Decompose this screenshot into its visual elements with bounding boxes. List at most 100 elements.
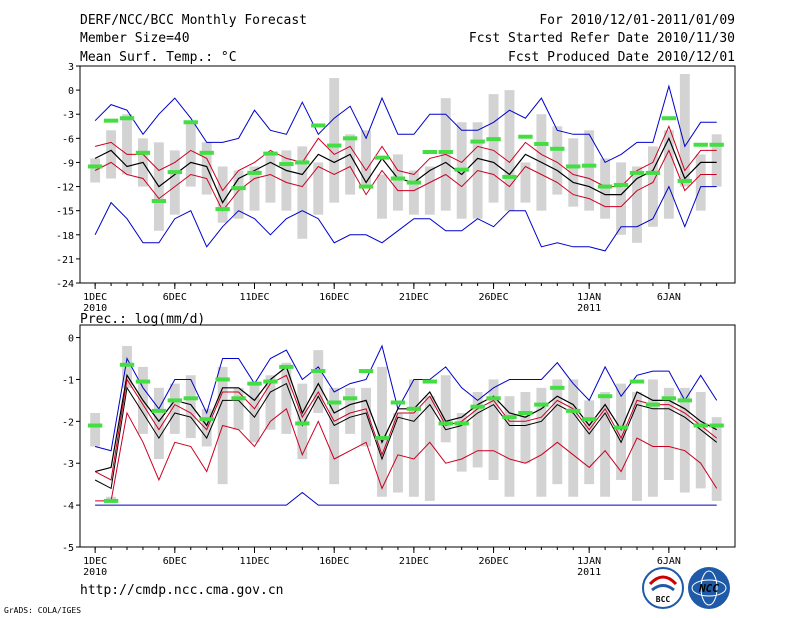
header-title: DERF/NCC/BCC Monthly Forecast	[80, 13, 307, 28]
temp-median-mark	[199, 150, 214, 155]
temp-median-mark	[247, 170, 262, 175]
prec-median-mark	[550, 385, 565, 390]
temp-median-mark	[87, 164, 103, 169]
temp-median-mark	[358, 184, 374, 189]
temp-box	[600, 158, 611, 219]
prec-median-mark	[518, 410, 533, 415]
temp-box	[217, 166, 228, 223]
prec-median-mark	[629, 379, 645, 384]
prec-box	[377, 366, 387, 497]
prec-plot-area	[87, 344, 724, 506]
prec-min-line	[95, 491, 717, 506]
temp-ytick-label: -15	[56, 207, 74, 218]
prec-mean-line	[94, 365, 717, 473]
prec-max-line	[94, 344, 718, 452]
prec-box	[568, 379, 579, 497]
prec-median-mark	[677, 398, 692, 403]
prec-median-mark	[709, 423, 724, 428]
prec-median-mark	[167, 398, 182, 403]
temp-median-mark	[295, 160, 310, 165]
prec-xtick-label: 16DEC	[319, 556, 349, 567]
bcc-logo-text: BCC	[656, 595, 671, 604]
prec-box	[313, 350, 324, 413]
temp-frame	[79, 65, 736, 284]
temp-mean-line	[94, 136, 717, 204]
prec-box	[169, 383, 180, 434]
prec-box	[552, 379, 563, 485]
header-start-date: Fcst Started Refer Date 2010/11/30	[469, 31, 735, 46]
temp-ytick-label: 0	[68, 86, 74, 97]
temp-max-line	[94, 84, 717, 164]
temp-median-mark	[263, 151, 278, 156]
temp-median-mark	[470, 139, 485, 144]
prec-median-mark	[119, 362, 135, 367]
temp-median-mark	[518, 134, 533, 139]
prec-box	[584, 400, 595, 485]
footer-url[interactable]: http://cmdp.ncc.cma.gov.cn	[80, 583, 284, 598]
temp-median-mark	[422, 149, 437, 154]
temp-median-mark	[327, 143, 342, 148]
temp-median-mark	[374, 155, 390, 160]
prec-box	[345, 387, 356, 434]
prec-median-mark	[597, 394, 613, 399]
prec-box	[440, 375, 451, 443]
temp-box	[201, 142, 212, 195]
temp-median-mark	[661, 116, 677, 121]
prec-median-mark	[374, 436, 390, 441]
prec-median-mark	[438, 421, 453, 426]
bcc-logo: BCC	[642, 567, 684, 609]
prec-median-mark	[215, 377, 230, 382]
prec-median-mark	[486, 396, 501, 401]
prec-box	[632, 392, 642, 501]
temp-xtick-label: 11DEC	[239, 292, 269, 303]
prec-median-mark	[342, 396, 358, 401]
temp-box	[345, 134, 356, 195]
prec-box	[711, 417, 722, 501]
temp-median-mark	[645, 170, 661, 175]
header-produced-date: Fcst Produced Date 2010/12/01	[508, 50, 735, 65]
temp-lower-line	[94, 149, 717, 212]
prec-xtick-label: 6DEC	[163, 556, 187, 567]
prec-box	[90, 412, 101, 447]
temp-xtick-label: 1DEC	[83, 292, 107, 303]
temp-box	[329, 78, 340, 203]
temp-ytick-label: -18	[56, 231, 74, 242]
temp-median-mark	[534, 141, 549, 146]
temp-box	[122, 114, 132, 175]
temp-box	[185, 122, 196, 187]
prec-median-mark	[693, 423, 708, 428]
temp-box	[632, 166, 642, 243]
header-period: For 2010/12/01-2011/01/09	[539, 13, 735, 28]
prec-box	[361, 387, 372, 447]
prec-median-mark	[645, 402, 661, 407]
prec-xtick-label: 11DEC	[239, 556, 269, 567]
prec-xtick-year: 2010	[83, 567, 107, 578]
temp-median-mark	[709, 142, 724, 147]
temp-box	[695, 154, 706, 211]
prec-box	[122, 345, 132, 388]
temp-box	[488, 94, 499, 203]
prec-ytick-label: -1	[62, 375, 74, 386]
prec-median-mark	[406, 406, 422, 411]
prec-xtick-year: 2011	[577, 567, 601, 578]
temp-box	[249, 166, 260, 211]
prec-xtick-label: 21DEC	[399, 556, 429, 567]
temp-median-mark	[677, 178, 692, 183]
prec-median-mark	[566, 408, 581, 413]
prec-xtick-label: 1JAN	[577, 556, 601, 567]
header-variable: Mean Surf. Temp.: °C	[80, 50, 237, 65]
prec-ytick-label: -3	[62, 459, 74, 470]
prec-box	[233, 387, 244, 430]
prec-median-mark	[422, 379, 437, 384]
temp-median-mark	[502, 174, 517, 179]
prec-box	[424, 396, 435, 501]
temp-xtick-label: 21DEC	[399, 292, 429, 303]
temp-median-mark	[454, 167, 469, 172]
temp-ytick-label: 3	[68, 62, 74, 73]
prec-frame	[79, 324, 736, 548]
prec-box	[472, 392, 483, 468]
temp-box	[679, 74, 690, 187]
prec-ytick-label: 0	[68, 334, 74, 345]
prec-box	[647, 379, 658, 497]
